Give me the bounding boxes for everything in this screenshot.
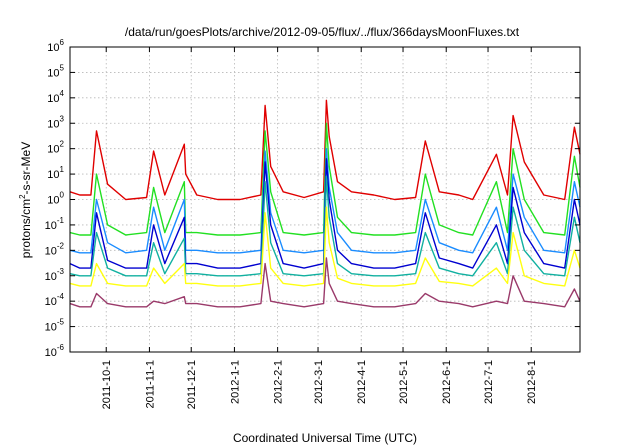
y-tick-exponent: -5 xyxy=(57,318,65,327)
series-line-6 xyxy=(69,257,581,308)
x-tick-label: 2012-2-1 xyxy=(273,360,285,404)
y-axis-label: protons/cm2-s-sr-MeV xyxy=(18,142,33,258)
y-axis-label-exponent: 2 xyxy=(18,194,27,199)
y-tick-exponent: -1 xyxy=(57,216,65,225)
y-tick-exponent: 4 xyxy=(60,89,65,98)
y-tick-label: 106 xyxy=(47,38,64,54)
x-tick-label: 2011-11-1 xyxy=(144,360,156,409)
y-tick-label: 10-2 xyxy=(45,241,65,257)
y-tick-base: 10 xyxy=(45,347,57,359)
y-tick-label: 100 xyxy=(47,191,64,207)
series-layer xyxy=(69,99,581,308)
y-tick-exponent: 0 xyxy=(60,191,65,200)
y-tick-exponent: -3 xyxy=(57,267,65,276)
y-tick-label: 104 xyxy=(47,89,64,105)
chart-title: /data/run/goesPlots/archive/2012-09-05/f… xyxy=(125,25,520,39)
y-tick-exponent: 1 xyxy=(60,165,65,174)
y-axis-label-main: protons/cm xyxy=(19,199,33,258)
y-tick-base: 10 xyxy=(47,195,59,207)
x-tick-label: 2012-6-1 xyxy=(441,360,453,404)
x-tick-label: 2011-12-1 xyxy=(186,360,198,409)
series-line-0 xyxy=(69,99,581,201)
x-tick-label: 2011-10-1 xyxy=(101,360,113,409)
y-tick-exponent: 3 xyxy=(60,114,65,123)
y-tick-base: 10 xyxy=(45,220,57,232)
x-tick-label: 2012-4-1 xyxy=(356,360,368,404)
x-axis-label: Coordinated Universal Time (UTC) xyxy=(233,431,417,445)
y-tick-label: 101 xyxy=(47,165,64,181)
y-tick-label: 103 xyxy=(47,114,64,130)
y-tick-exponent: 6 xyxy=(60,38,65,47)
y-tick-exponent: -2 xyxy=(57,241,65,250)
y-tick-label: 105 xyxy=(47,63,64,79)
y-tick-label: 10-3 xyxy=(45,267,65,283)
y-tick-base: 10 xyxy=(47,42,59,54)
y-tick-label: 10-6 xyxy=(45,343,65,359)
y-tick-base: 10 xyxy=(45,245,57,257)
x-tick-label: 2012-5-1 xyxy=(398,360,410,404)
y-tick-exponent: 5 xyxy=(60,63,65,72)
y-tick-base: 10 xyxy=(45,296,57,308)
y-tick-base: 10 xyxy=(47,93,59,105)
y-tick-base: 10 xyxy=(47,118,59,130)
y-tick-label: 10-1 xyxy=(45,216,65,232)
y-tick-base: 10 xyxy=(45,271,57,283)
y-tick-base: 10 xyxy=(47,169,59,181)
y-tick-base: 10 xyxy=(47,144,59,156)
series-line-5 xyxy=(69,206,581,287)
y-tick-label: 10-5 xyxy=(45,318,65,334)
y-tick-exponent: -6 xyxy=(57,343,65,352)
y-tick-label: 10-4 xyxy=(45,292,65,308)
x-tick-label: 2012-8-1 xyxy=(526,360,538,404)
y-axis: 10-610-510-410-310-210-11001011021031041… xyxy=(45,38,580,359)
y-tick-base: 10 xyxy=(47,67,59,79)
x-tick-label: 2012-7-1 xyxy=(483,360,495,404)
y-tick-exponent: 2 xyxy=(60,140,65,149)
y-tick-label: 102 xyxy=(47,140,64,156)
y-tick-exponent: -4 xyxy=(57,292,65,301)
x-tick-label: 2012-3-1 xyxy=(313,360,325,404)
x-axis: 2011-10-1 2011-11-1 2011-12-1 2012-1-1 2012-… xyxy=(101,47,538,409)
y-tick-base: 10 xyxy=(45,322,57,334)
y-axis-label-rest: -s-sr-MeV xyxy=(19,142,33,195)
x-tick-label: 2012-1-1 xyxy=(229,360,241,404)
